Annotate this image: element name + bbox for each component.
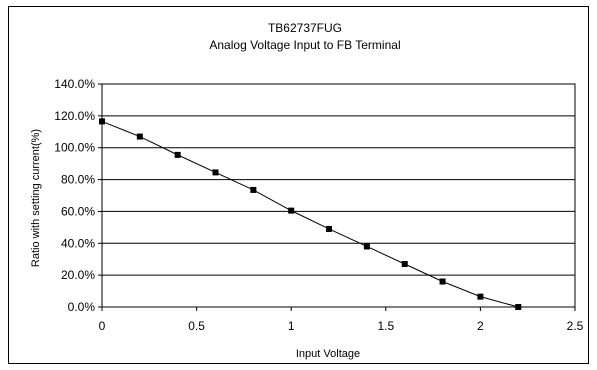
x-tick-label: 2 [477,319,484,333]
y-tick-label: 0.0% [68,300,96,314]
y-tick-label: 40.0% [61,236,95,250]
data-point [136,133,143,140]
y-tick-label: 120.0% [54,109,95,123]
data-point [250,186,257,193]
data-point [326,225,333,232]
y-axis-ticks: 0.0% 20.0% 40.0% 60.0% 80.0% 100.0% 120.0% 140.… [54,77,102,314]
y-tick-label: 140.0% [54,77,95,91]
y-tick-label: 80.0% [61,173,95,187]
x-tick-label: 0 [99,319,106,333]
data-point [99,118,105,125]
x-axis-ticks: 0 0.5 1 1.5 2 2.5 [99,307,584,333]
data-point [477,293,484,300]
gridlines [102,115,575,276]
y-tick-label: 60.0% [61,204,95,218]
data-point [174,151,181,158]
chart-subtitle: Analog Voltage Input to FB Terminal [209,38,400,52]
x-tick-label: 2.5 [567,319,584,333]
series [99,118,522,310]
y-axis-label: Ratio with setting current(%) [30,129,42,267]
data-point [439,278,446,285]
x-tick-label: 0.5 [188,319,205,333]
chart-frame [8,6,589,364]
y-tick-label: 20.0% [61,268,95,282]
data-point [401,260,408,267]
y-tick-label: 100.0% [54,141,95,155]
data-point [515,304,522,310]
data-point [288,207,295,214]
chart-title: TB62737FUG [268,21,342,35]
x-tick-label: 1.5 [377,319,394,333]
x-tick-label: 1 [288,319,295,333]
series-line [101,120,519,308]
data-point [363,243,370,250]
data-point [212,169,219,176]
x-axis-label: Input Voltage [296,348,360,360]
plot-area [101,83,576,308]
